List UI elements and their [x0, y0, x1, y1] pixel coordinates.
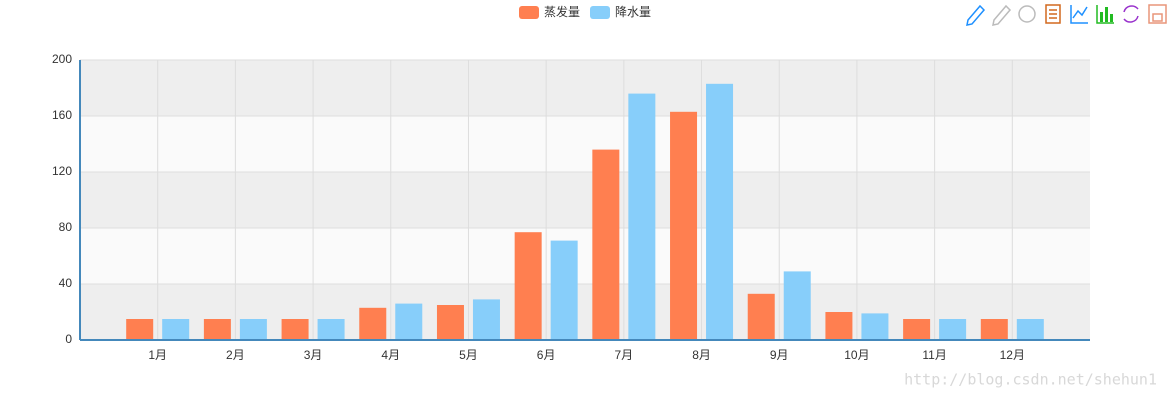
y-tick-label: 200: [52, 52, 72, 66]
tool-bar[interactable]: [1096, 5, 1114, 24]
bar: [162, 319, 190, 340]
toolbox: [966, 4, 1167, 26]
bar: [239, 319, 267, 340]
plot: 0 40 80 120 160 200 1月 2月 3月 4月 5月 6月 7月 8月 9月 10月 11月 12…: [52, 4, 1090, 362]
x-tick-label: 10月: [844, 348, 869, 362]
bar: [472, 299, 500, 340]
legend-label: 降水量: [615, 5, 651, 19]
tool-mark-clear[interactable]: [1018, 5, 1036, 23]
bar: [861, 313, 889, 340]
y-tick-label: 40: [59, 276, 73, 290]
split-area: [80, 60, 1090, 116]
x-tick-label: 9月: [770, 348, 789, 362]
x-tick-label: 11月: [922, 348, 946, 362]
bar: [939, 319, 967, 340]
tool-line[interactable]: [1070, 5, 1088, 24]
bar: [783, 271, 811, 340]
bar: [825, 312, 853, 340]
bar: [550, 240, 578, 340]
bar: [670, 111, 698, 340]
bar: [436, 305, 464, 340]
icon-bar: [1110, 14, 1113, 22]
tool-mark[interactable]: [966, 4, 986, 26]
bar: [281, 319, 309, 340]
x-tick-label: 12月: [1000, 348, 1025, 362]
bar: [592, 149, 620, 340]
split-area: [80, 116, 1090, 172]
x-tick-label: 5月: [459, 348, 478, 362]
bar: [359, 307, 387, 340]
legend-item[interactable]: 降水量: [590, 5, 651, 19]
y-tick-label: 120: [52, 164, 72, 178]
tool-data-view[interactable]: [1045, 4, 1061, 24]
split-area: [80, 228, 1090, 284]
legend-swatch: [590, 6, 610, 19]
x-tick-label: 8月: [692, 348, 711, 362]
x-tick-label: 1月: [148, 348, 167, 362]
x-tick-label: 6月: [537, 348, 556, 362]
bar: [747, 293, 775, 340]
tool-mark-undo[interactable]: [992, 4, 1012, 26]
legend-swatch: [519, 6, 539, 19]
bar: [628, 93, 656, 340]
bar: [980, 319, 1008, 340]
bar: [395, 303, 423, 340]
y-tick-label: 160: [52, 108, 72, 122]
icon-bar: [1105, 7, 1108, 22]
tool-save[interactable]: [1148, 4, 1167, 24]
bar: [203, 319, 231, 340]
split-area: [80, 284, 1090, 340]
bar: [706, 83, 734, 341]
watermark: http://blog.csdn.net/shehun1: [904, 371, 1157, 389]
bar: [514, 232, 542, 340]
x-tick-label: 2月: [226, 348, 245, 362]
legend-label: 蒸发量: [544, 4, 580, 19]
y-tick-label: 0: [65, 332, 72, 346]
bar: [903, 319, 931, 340]
icon-bar: [1100, 12, 1103, 22]
bar: [1016, 319, 1044, 340]
split-area: [80, 172, 1090, 228]
tool-restore[interactable]: [1123, 5, 1139, 23]
legend-item[interactable]: 蒸发量: [519, 4, 580, 19]
bar: [126, 319, 154, 340]
bar: [317, 319, 345, 340]
x-tick-label: 3月: [304, 348, 323, 362]
x-tick-label: 4月: [381, 348, 400, 362]
y-tick-label: 80: [59, 220, 73, 234]
x-tick-label: 7月: [615, 348, 634, 362]
legend: 蒸发量 降水量: [519, 4, 651, 19]
